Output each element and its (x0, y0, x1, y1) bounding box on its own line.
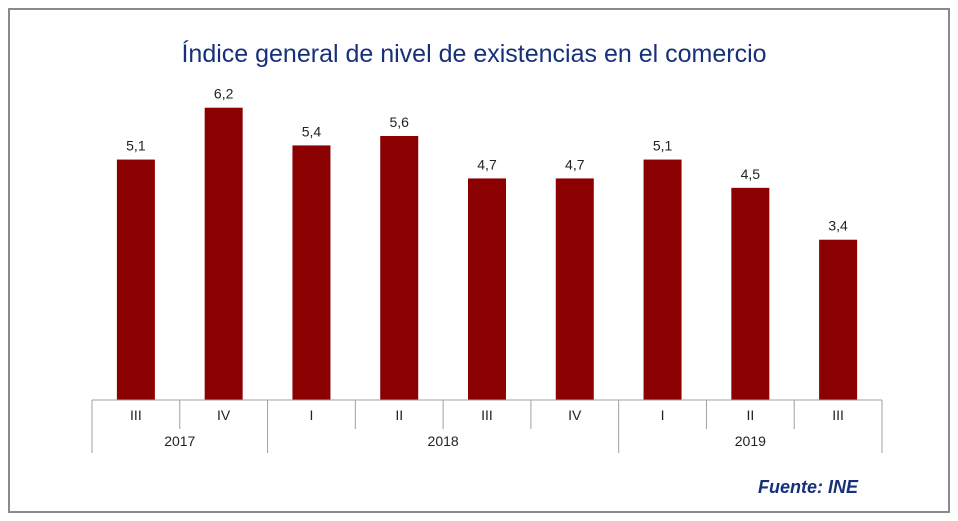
category-label: IV (217, 407, 231, 423)
category-label: III (481, 407, 493, 423)
data-label: 4,5 (741, 166, 761, 182)
bar (292, 145, 331, 400)
category-label: II (746, 407, 754, 423)
bar (116, 159, 155, 400)
bar (643, 159, 682, 400)
data-label: 3,4 (828, 218, 848, 234)
bar (468, 178, 506, 400)
chart-frame: Índice general de nivel de existencias e… (8, 8, 950, 513)
category-label: III (832, 407, 844, 423)
category-label: III (130, 407, 142, 423)
source-note: Fuente: INE (757, 477, 858, 497)
category-label: I (309, 407, 313, 423)
bar (555, 178, 594, 400)
group-label: 2019 (735, 433, 766, 449)
data-label: 4,7 (477, 156, 497, 172)
chart-title: Índice general de nivel de existencias e… (181, 40, 767, 68)
bar (380, 136, 419, 400)
data-label: 5,1 (126, 138, 146, 154)
data-label: 5,6 (389, 114, 409, 130)
data-label: 6,2 (214, 86, 234, 102)
data-label: 5,1 (653, 138, 673, 154)
category-label: I (661, 407, 665, 423)
category-label: IV (568, 407, 582, 423)
data-label: 5,4 (302, 123, 322, 139)
category-label: II (395, 407, 403, 423)
group-label: 2017 (164, 433, 195, 449)
bar (731, 187, 770, 400)
data-label: 4,7 (565, 156, 585, 172)
group-label: 2018 (428, 433, 459, 449)
bar (204, 107, 243, 400)
bar (819, 239, 858, 400)
